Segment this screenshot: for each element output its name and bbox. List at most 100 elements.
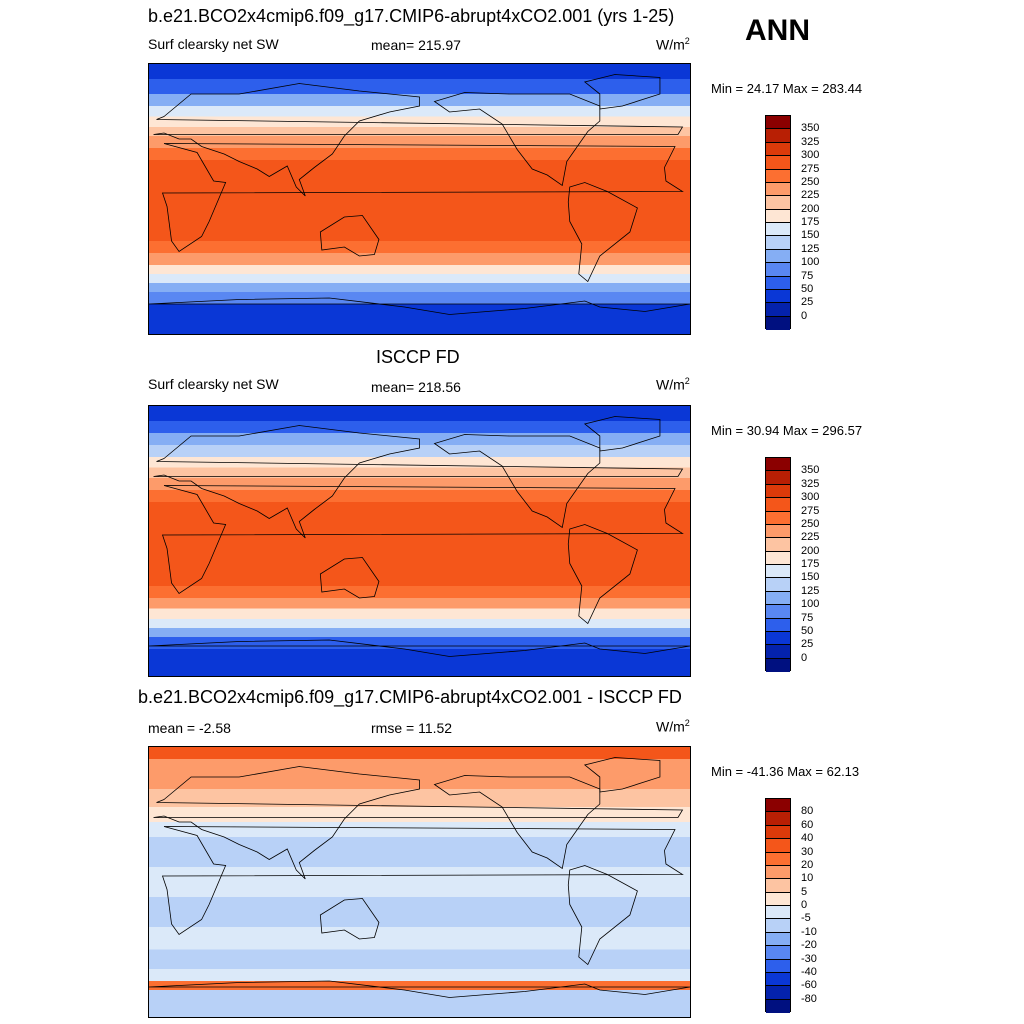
field-band [149,969,690,982]
panel-model-units-exp: 2 [684,36,690,46]
panel-diff-left-label: mean = -2.58 [148,720,231,736]
colorbar-tick-label: 225 [801,189,820,202]
coastline [161,143,684,253]
field-band [149,807,690,823]
field-band [149,467,690,479]
colorbar-tick-label: 40 [801,832,814,845]
colorbar-tick-label: 125 [801,584,820,597]
field-band [149,822,690,838]
panel-diff-units-exp: 2 [684,718,690,728]
panel-obs-minmax: Min = 30.94 Max = 296.57 [711,423,863,438]
colorbar-box [766,946,790,960]
field-band [149,649,690,676]
colorbar-tick-label: 100 [801,256,820,269]
coastline [153,83,684,197]
colorbar-tick-label: 150 [801,571,820,584]
colorbar-tick-label: -40 [801,965,817,978]
panel-obs-left-label: Surf clearsky net SW [148,376,279,392]
field-band [149,637,690,650]
colorbar-tick-label: 300 [801,491,820,504]
colorbar-tick-label: 250 [801,175,820,188]
coastline [583,74,661,110]
field-band [149,127,690,137]
colorbar-tick-label: 350 [801,464,820,477]
panel-diff-units-base: W/m [656,718,685,735]
colorbar-tick-label: 275 [801,162,820,175]
field-band [149,598,690,609]
colorbar-box [766,498,790,512]
field-band [149,867,690,898]
field-band [149,265,690,275]
field-band [149,421,690,434]
field-band [149,226,690,242]
panel-obs-map [148,405,691,677]
colorbar-tick-label: 60 [801,818,814,831]
colorbar-box [766,156,790,170]
colorbar-tick-label: 0 [801,309,808,322]
field-band [149,619,690,629]
field-band [149,292,690,305]
field-band [149,274,690,284]
colorbar-box [766,196,790,210]
colorbar-box [766,471,790,485]
field-band [149,759,690,775]
colorbar-box [766,524,790,539]
panel-obs-stat-label: mean= 218.56 [371,379,461,395]
colorbar-box [766,906,790,920]
colorbar-box [766,538,790,552]
colorbar-tick-label: 75 [801,269,814,282]
colorbar-box [766,551,790,565]
coastline [319,215,380,257]
coastline [433,775,601,870]
field-band [149,608,690,620]
field-band [149,64,690,80]
field-band [149,981,690,991]
colorbar-box [766,276,790,290]
coastline [433,92,601,187]
colorbar-box [766,289,790,304]
coastline [567,865,638,966]
colorbar-tick-label: 75 [801,611,814,624]
field-band [149,304,690,334]
coastline [149,980,690,998]
colorbar-box [766,919,790,933]
colorbar-box [766,236,790,250]
colorbar-tick-label: -20 [801,939,817,952]
colorbar-box [766,658,790,672]
field-band [149,445,690,458]
coastline [149,297,690,315]
panel-obs-map-svg [149,406,690,676]
colorbar-box [766,812,790,826]
coastline [567,524,638,625]
colorbar-box [766,182,790,197]
field-band [149,927,690,950]
colorbar-box [766,972,790,987]
colorbar-tick-label: 325 [801,135,820,148]
colorbar-tick-label: 150 [801,229,820,242]
colorbar-tick-label: 350 [801,122,820,135]
colorbar-tick-label: 200 [801,202,820,215]
field-band [149,478,690,491]
coastline [583,416,661,452]
panel-model-units-base: W/m [656,36,685,53]
colorbar-box [766,565,790,579]
colorbar-box [766,316,790,330]
colorbar-box [766,799,790,813]
coastline [583,757,661,793]
field-band [149,514,690,572]
colorbar-tick-label: -10 [801,925,817,938]
colorbar-tick-label: 200 [801,544,820,557]
coastline [149,639,690,657]
colorbar-tick-label: 175 [801,216,820,228]
colorbar-box [766,209,790,223]
colorbar-box [766,169,790,183]
colorbar-tick-label: 325 [801,477,820,490]
colorbar-tick-label: 125 [801,242,820,255]
panel-model-map [148,63,691,335]
season-label: ANN [745,14,810,47]
panel-model-map-svg [149,64,690,334]
coastline [161,826,684,936]
colorbar-box [766,645,790,659]
colorbar-box [766,999,790,1013]
colorbar-tick-label: 30 [801,845,814,858]
